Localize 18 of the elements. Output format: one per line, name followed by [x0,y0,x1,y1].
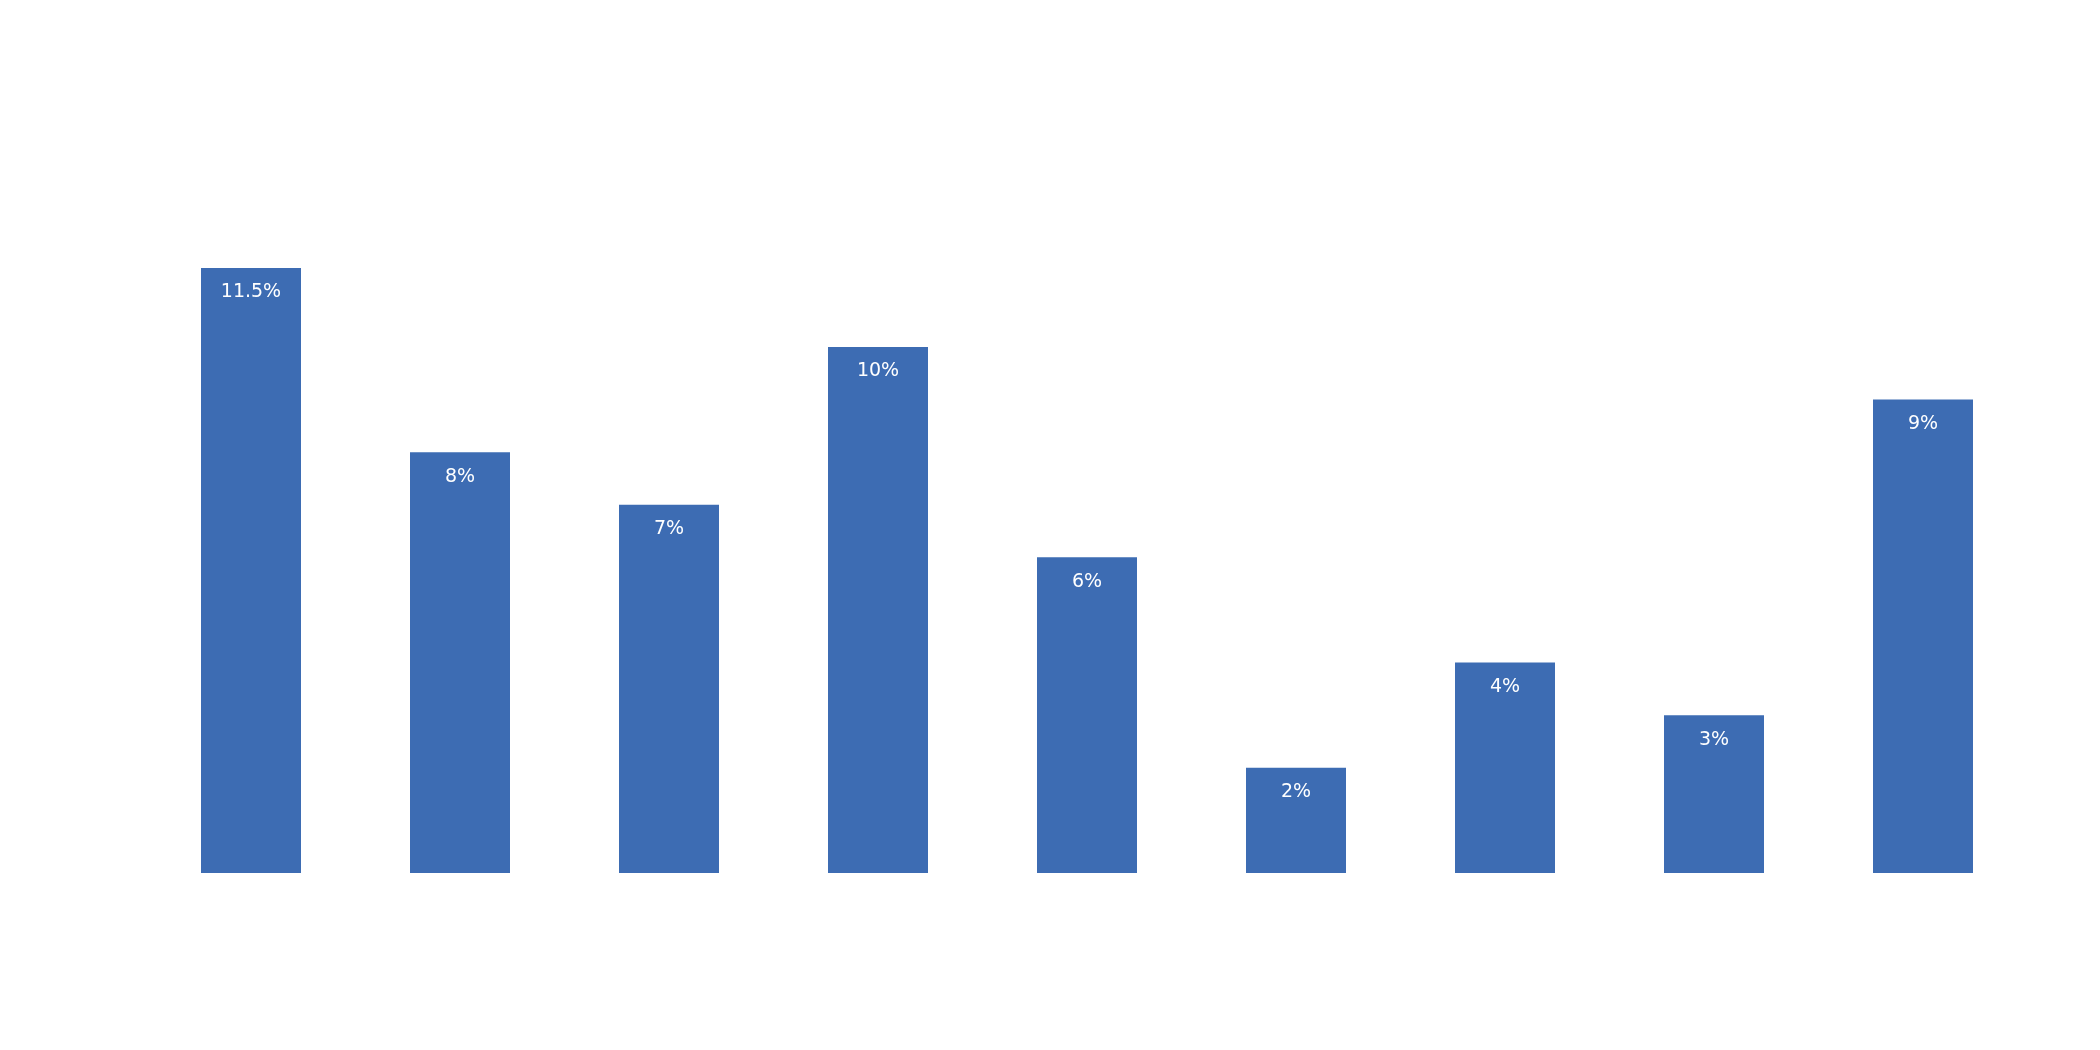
data-label: 9% [1907,411,1939,434]
bar [1455,662,1555,873]
data-label: 11.5% [220,279,282,302]
data-label: 4% [1489,674,1521,697]
data-label: 2% [1280,779,1312,802]
data-label: 8% [444,463,476,486]
bar [1037,557,1137,873]
bar [201,268,301,873]
bar [1664,715,1764,873]
bar [619,504,719,873]
bar [410,452,510,873]
data-label: 6% [1071,568,1103,591]
bar [1873,399,1973,873]
bar [1246,767,1346,873]
data-label: 10% [856,358,900,381]
data-label: 3% [1698,726,1730,749]
bar [828,346,928,873]
data-label: 7% [653,516,685,539]
